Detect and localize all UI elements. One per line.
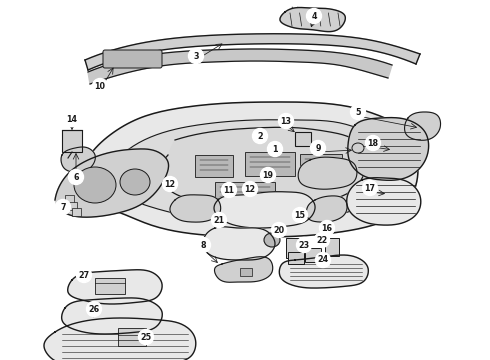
Text: 25: 25 <box>141 333 151 342</box>
Bar <box>295 132 311 146</box>
Polygon shape <box>162 127 368 207</box>
Polygon shape <box>214 192 315 228</box>
Polygon shape <box>347 178 421 225</box>
Bar <box>245 152 295 176</box>
Text: 18: 18 <box>368 139 379 148</box>
Ellipse shape <box>264 233 280 247</box>
Bar <box>95 278 125 294</box>
Circle shape <box>307 9 321 23</box>
Circle shape <box>93 78 107 94</box>
Polygon shape <box>280 8 345 32</box>
Bar <box>118 328 146 346</box>
Bar <box>62 130 82 152</box>
Text: 13: 13 <box>280 117 292 126</box>
Circle shape <box>189 49 203 63</box>
Text: 15: 15 <box>294 211 305 220</box>
Polygon shape <box>44 318 196 360</box>
Bar <box>215 182 275 198</box>
Text: 11: 11 <box>223 185 235 194</box>
Circle shape <box>350 104 366 120</box>
Text: 1: 1 <box>272 144 278 153</box>
Polygon shape <box>203 227 275 260</box>
Circle shape <box>69 170 83 185</box>
Ellipse shape <box>74 167 116 203</box>
Circle shape <box>296 238 312 252</box>
Text: 5: 5 <box>355 108 361 117</box>
Bar <box>68 202 77 210</box>
Text: 8: 8 <box>200 240 206 249</box>
Text: 9: 9 <box>315 144 321 153</box>
FancyBboxPatch shape <box>103 50 162 68</box>
Circle shape <box>366 135 381 150</box>
Circle shape <box>293 207 308 222</box>
Polygon shape <box>170 195 221 222</box>
Text: 24: 24 <box>318 256 329 265</box>
Bar <box>286 238 304 258</box>
Bar <box>240 268 252 276</box>
Polygon shape <box>85 34 420 70</box>
Polygon shape <box>279 255 368 288</box>
Circle shape <box>316 252 330 267</box>
Circle shape <box>87 302 101 316</box>
Bar <box>288 252 304 264</box>
Circle shape <box>311 140 325 156</box>
Polygon shape <box>348 118 429 180</box>
Text: 12: 12 <box>165 180 175 189</box>
Polygon shape <box>55 149 169 217</box>
Circle shape <box>252 129 268 144</box>
Circle shape <box>221 183 237 198</box>
Circle shape <box>139 329 153 345</box>
Circle shape <box>319 220 335 235</box>
Circle shape <box>271 222 287 238</box>
Polygon shape <box>215 257 273 282</box>
Circle shape <box>315 233 329 248</box>
Text: 14: 14 <box>67 114 77 123</box>
Text: 20: 20 <box>273 225 285 234</box>
Bar <box>195 155 233 177</box>
Ellipse shape <box>120 169 150 195</box>
Circle shape <box>196 238 211 252</box>
Circle shape <box>55 199 71 215</box>
Polygon shape <box>306 196 347 222</box>
Circle shape <box>212 212 226 228</box>
Polygon shape <box>68 270 162 304</box>
Circle shape <box>163 176 177 192</box>
Circle shape <box>278 113 294 129</box>
Text: 16: 16 <box>321 224 333 233</box>
Circle shape <box>363 180 377 195</box>
Bar <box>65 195 74 203</box>
Text: 3: 3 <box>193 51 199 60</box>
Circle shape <box>261 167 275 183</box>
Text: 26: 26 <box>88 305 99 314</box>
Text: 21: 21 <box>214 216 224 225</box>
Text: 2: 2 <box>257 131 263 140</box>
Polygon shape <box>88 49 392 84</box>
Text: 7: 7 <box>60 202 66 212</box>
Text: 4: 4 <box>311 12 317 21</box>
Bar <box>300 154 342 176</box>
Bar <box>72 208 81 216</box>
Bar <box>305 248 321 262</box>
Circle shape <box>76 267 92 283</box>
Polygon shape <box>100 120 389 221</box>
Circle shape <box>65 112 79 126</box>
Circle shape <box>268 141 283 157</box>
Text: 19: 19 <box>263 171 273 180</box>
Circle shape <box>243 181 258 197</box>
Polygon shape <box>405 112 441 140</box>
Polygon shape <box>298 157 357 189</box>
Text: 10: 10 <box>95 81 105 90</box>
Text: 23: 23 <box>298 240 310 249</box>
Polygon shape <box>75 102 418 237</box>
Text: 22: 22 <box>317 235 328 244</box>
Polygon shape <box>61 147 96 172</box>
Polygon shape <box>62 298 162 334</box>
Ellipse shape <box>352 143 364 153</box>
Text: 12: 12 <box>245 185 256 194</box>
Bar <box>325 238 339 256</box>
Text: 27: 27 <box>78 270 90 279</box>
Text: 17: 17 <box>365 184 375 193</box>
Text: 6: 6 <box>73 172 79 181</box>
